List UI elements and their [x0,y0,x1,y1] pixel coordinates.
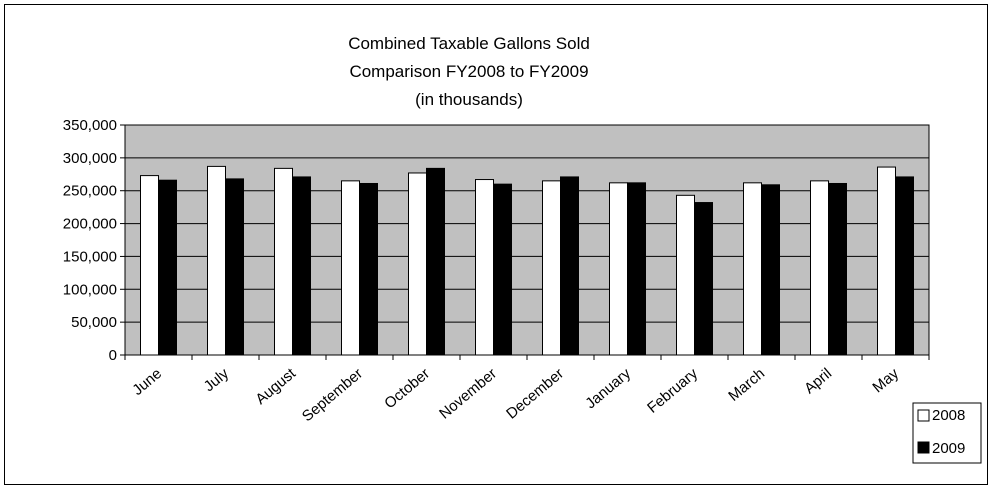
bar-2009-november [493,183,512,356]
bar-2009-july [225,178,244,356]
x-tick-label: March [725,365,768,405]
bar-2008-august [274,167,293,356]
bar-2008-january [609,182,628,356]
bar-2009-february [694,202,713,356]
x-tick-label: February [644,365,701,417]
y-tick-label: 0 [109,347,117,364]
x-tick-label: June [129,365,165,399]
y-tick-label: 50,000 [71,314,117,331]
bar-2008-october [408,172,427,356]
bar-2008-july [207,165,226,356]
y-tick-label: 150,000 [63,248,117,265]
chart-title-line-2: Comparison FY2008 to FY2009 [349,62,588,81]
x-tick-label: November [436,365,500,423]
bar-2008-may [877,166,896,356]
bar-2008-april [810,180,829,356]
bar-2009-march [761,184,780,356]
y-tick-label: 300,000 [63,150,117,167]
legend-label-2008: 2008 [932,407,965,424]
bar-2009-december [560,176,579,356]
bar-2009-january [627,182,646,356]
bar-2008-march [743,182,762,356]
legend-swatch-2009 [917,441,930,454]
plot-area [124,124,930,356]
legend-swatch-2008 [917,409,930,422]
chart-title-line-1: Combined Taxable Gallons Sold [348,34,590,53]
x-tick-label: October [381,365,433,412]
y-tick-label: 200,000 [63,216,117,233]
bar-chart: Combined Taxable Gallons Sold Comparison… [63,34,982,464]
bar-2009-may [895,176,914,356]
x-tick-label: December [503,365,567,423]
legend: 2008 2009 [912,402,982,464]
bar-2008-september [341,180,360,356]
bar-2009-august [292,176,311,356]
chart-title: Combined Taxable Gallons Sold Comparison… [348,34,590,109]
x-axis: June July August September October November De… [124,355,930,425]
bar-2008-december [542,180,561,356]
chart-frame: Combined Taxable Gallons Sold Comparison… [4,4,988,485]
y-tick-label: 350,000 [63,117,117,134]
y-tick-label: 250,000 [63,183,117,200]
bar-2009-june [158,179,177,356]
bar-2009-october [426,167,445,356]
bar-2008-november [475,179,494,356]
x-tick-label: August [252,365,299,409]
bar-2008-february [676,194,695,356]
x-tick-label: May [869,365,902,397]
x-tick-label: September [299,365,366,425]
chart-title-line-3: (in thousands) [415,90,523,109]
y-axis: 0 50,000 100,000 150,000 200,000 250,000 300,0… [63,117,125,364]
x-tick-label: April [801,365,835,397]
x-tick-label: January [582,365,634,413]
plot-background [124,124,930,356]
bar-2009-april [828,182,847,356]
bar-2009-september [359,182,378,356]
legend-label-2009: 2009 [932,440,965,457]
bar-2008-june [140,175,159,356]
y-tick-label: 100,000 [63,281,117,298]
x-tick-label: July [201,365,233,395]
